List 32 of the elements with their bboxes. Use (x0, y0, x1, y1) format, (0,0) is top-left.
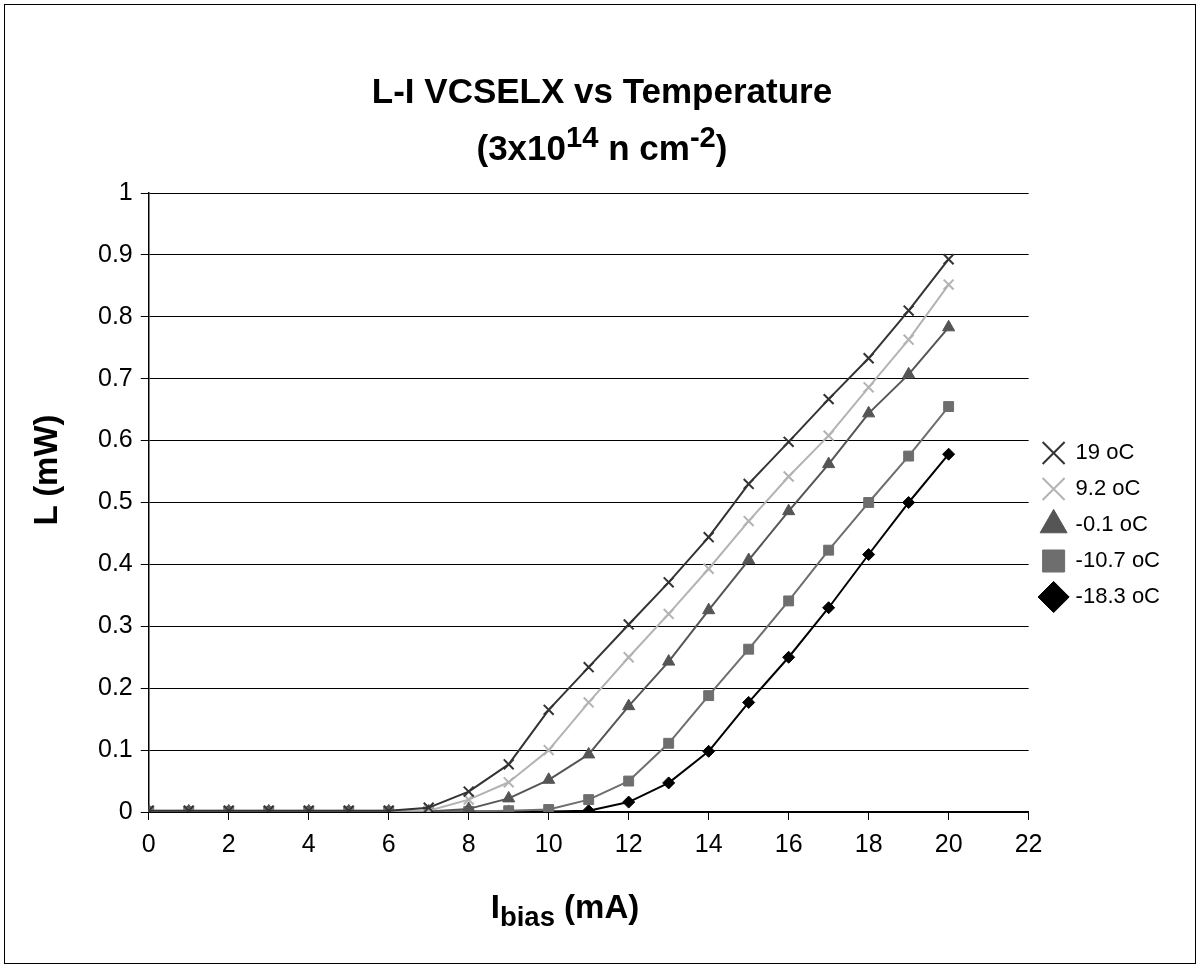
y-axis-title: L (mW) (27, 414, 65, 526)
x-tick-label: 20 (934, 828, 963, 857)
y-tick-label: 0 (118, 795, 133, 824)
chart-title: L-I VCSELX vs Temperature (370, 70, 834, 112)
legend-label: 19 oC (1075, 439, 1135, 465)
x-tick-label: 22 (1014, 828, 1043, 857)
x-tick-label: 0 (141, 828, 156, 857)
y-tick-label: 0.9 (97, 238, 133, 267)
legend-label: -18.3 oC (1075, 583, 1161, 609)
x-axis-title: I$_{bias}$ (mA) (489, 888, 641, 933)
y-tick-label: 0.2 (97, 672, 133, 701)
x-tick-label: 14 (694, 828, 723, 857)
legend-label: -10.7 oC (1075, 547, 1161, 573)
y-tick-label: 0.1 (97, 733, 133, 762)
x-tick-label: 6 (381, 828, 396, 857)
y-tick-label: 0.7 (97, 362, 133, 391)
x-tick-label: 4 (301, 828, 316, 857)
y-tick-label: 0.6 (97, 424, 133, 453)
y-tick-label: 0.3 (97, 610, 133, 639)
x-tick-label: 18 (854, 828, 883, 857)
legend-label: -0.1 oC (1075, 511, 1148, 537)
chart-subtitle: (3x10$^{14}$ n cm$^{-2}$) (475, 120, 729, 169)
y-tick-label: 0.5 (97, 486, 133, 515)
y-tick-label: 0.8 (97, 300, 133, 329)
x-tick-label: 16 (774, 828, 803, 857)
x-tick-label: 10 (534, 828, 563, 857)
x-tick-label: 12 (614, 828, 643, 857)
y-tick-label: 1 (118, 176, 133, 205)
x-tick-label: 2 (221, 828, 236, 857)
y-tick-label: 0.4 (97, 548, 133, 577)
legend-label: 9.2 oC (1075, 475, 1141, 501)
x-tick-label: 8 (461, 828, 476, 857)
